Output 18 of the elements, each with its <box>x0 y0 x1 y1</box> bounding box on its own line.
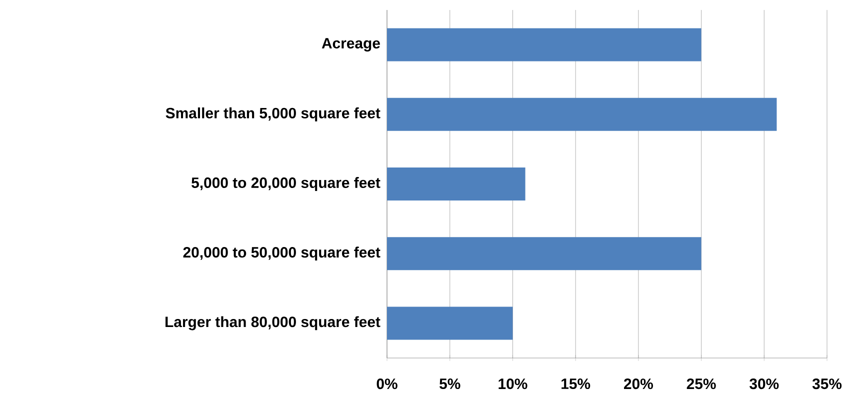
x-tick-label: 0% <box>376 378 398 390</box>
x-tick-label: 35% <box>812 378 842 390</box>
x-tick-label: 5% <box>440 378 460 390</box>
x-tick-label: 20% <box>624 378 653 390</box>
y-tick-label: 20,000 to 50,000 square feet <box>183 246 380 261</box>
bar <box>387 28 702 62</box>
y-tick-label: Smaller than 5,000 square feet <box>166 107 380 122</box>
x-tick-label: 25% <box>686 378 716 390</box>
bar <box>387 167 526 200</box>
y-tick-label: Acreage <box>322 38 380 52</box>
bar <box>387 98 777 131</box>
y-tick-label: 5,000 to 20,000 square feet <box>192 177 380 191</box>
x-tick-label: 15% <box>562 378 590 390</box>
y-tick-label: Larger than 80,000 square feet <box>166 316 380 330</box>
bar <box>387 237 702 270</box>
bar <box>387 306 513 340</box>
x-tick-label: 10% <box>498 378 528 390</box>
x-tick-label: 30% <box>750 378 779 390</box>
